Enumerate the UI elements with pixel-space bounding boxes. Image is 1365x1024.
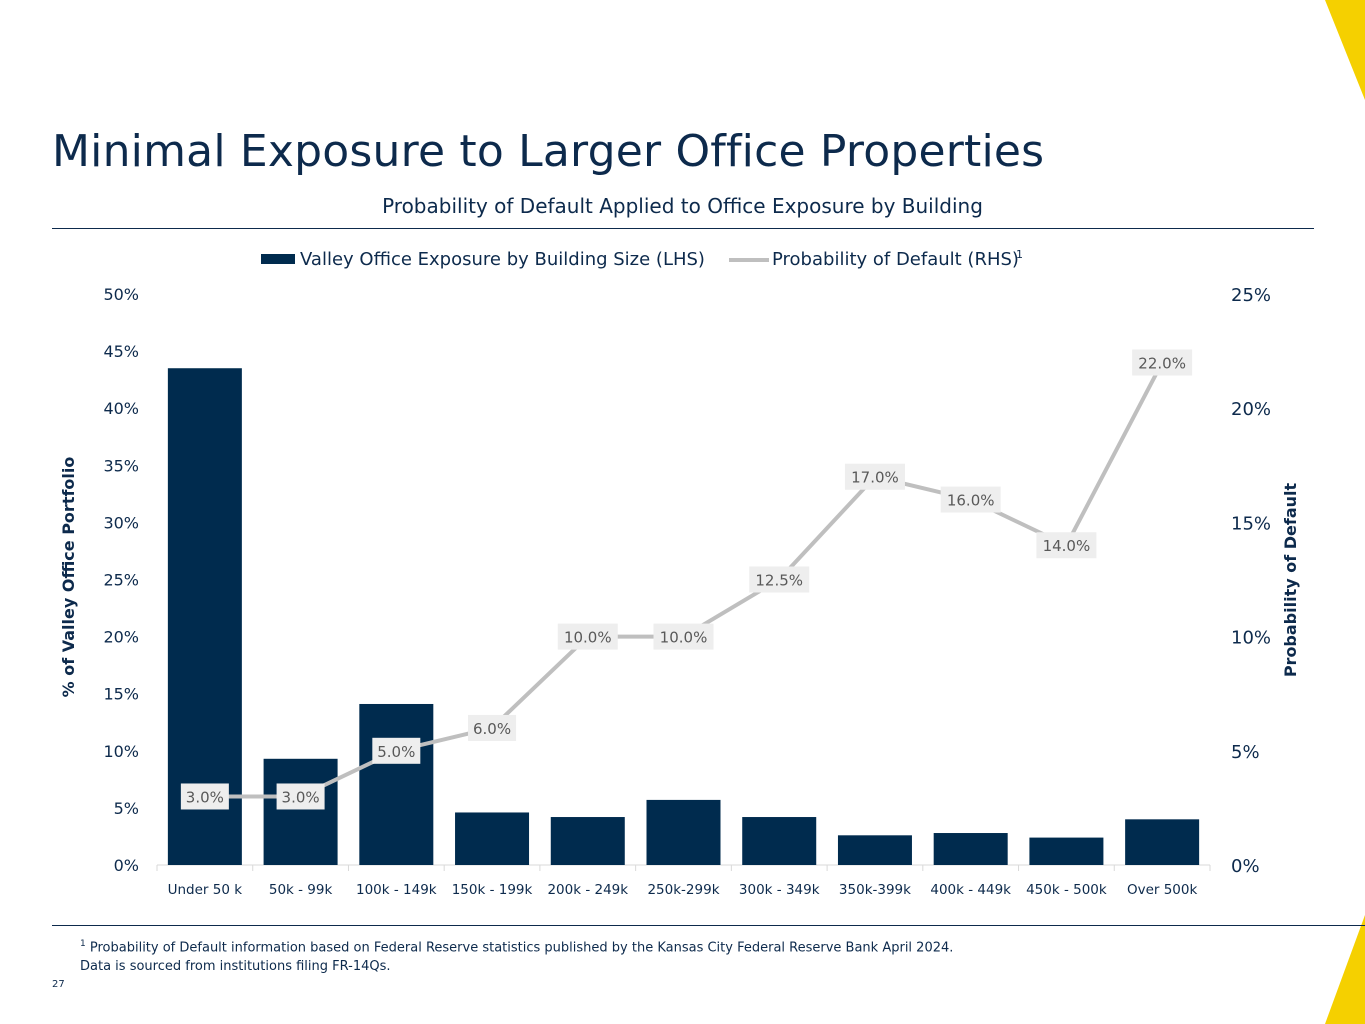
line-data-label: 10.0%: [653, 623, 714, 650]
y-axis-left-title: % of Valley Office Portfolio: [59, 457, 78, 698]
line-data-label: 3.0%: [276, 783, 325, 810]
y-left-tick-label: 15%: [103, 685, 139, 704]
line-data-label: 22.0%: [1132, 349, 1193, 376]
legend-label-line: Probability of Default (RHS): [772, 249, 1019, 270]
legend-footnote-marker: 1: [1016, 248, 1023, 261]
line-data-label: 12.5%: [749, 566, 810, 593]
y-left-tick-label: 5%: [114, 799, 139, 818]
legend-label-bar: Valley Office Exposure by Building Size …: [300, 249, 705, 270]
y-axis-right-ticks: 0% 5% 10% 15% 20% 25%: [1231, 285, 1271, 877]
x-axis: Under 50 k 50k - 99k 100k - 149k 150k - 199…: [156, 864, 1211, 898]
bar: [646, 799, 721, 865]
y-left-tick-label: 30%: [103, 513, 139, 532]
bar: [167, 368, 242, 865]
x-tick-label: 300k - 349k: [739, 882, 820, 898]
data-label-background: [180, 783, 229, 810]
data-label-background: [372, 737, 421, 764]
line-data-label: 16.0%: [940, 486, 1001, 513]
bar: [837, 835, 912, 865]
data-label-text: 22.0%: [1138, 355, 1186, 373]
y-left-tick-label: 35%: [103, 456, 139, 475]
data-label-text: 10.0%: [660, 629, 708, 647]
footer-divider: [52, 925, 1365, 926]
line-series: [204, 361, 1164, 799]
bar: [742, 817, 817, 865]
yellow-corner-shape-bottom: [1325, 915, 1365, 1024]
y-left-tick-label: 40%: [103, 399, 139, 418]
y-left-tick-label: 25%: [103, 571, 139, 590]
title-divider: [52, 228, 1314, 229]
y-right-tick-label: 5%: [1231, 742, 1260, 763]
bar: [359, 703, 434, 865]
footnote-line-2: Data is sourced from institutions filing…: [80, 959, 391, 975]
bar: [1125, 819, 1200, 865]
data-label-text: 16.0%: [947, 492, 995, 510]
bar: [933, 833, 1008, 865]
x-tick-label: 250k-299k: [647, 882, 719, 898]
x-tick-label: 400k - 449k: [930, 882, 1011, 898]
combo-chart: Valley Office Exposure by Building Size …: [59, 248, 1300, 898]
footnote-text-1: Probability of Default information based…: [89, 940, 954, 956]
data-label-background: [940, 486, 1001, 513]
x-tick-label: Under 50 k: [168, 882, 243, 898]
x-tick-label: 450k - 500k: [1026, 882, 1107, 898]
data-label-background: [653, 623, 714, 650]
data-label-background: [749, 566, 810, 593]
y-right-tick-label: 20%: [1231, 399, 1271, 420]
line-data-label: 10.0%: [557, 623, 618, 650]
y-right-tick-label: 15%: [1231, 513, 1271, 534]
data-label-text: 3.0%: [186, 788, 224, 806]
chart-title: Probability of Default Applied to Office…: [382, 194, 983, 218]
data-label-background: [557, 623, 618, 650]
chart-legend: Valley Office Exposure by Building Size …: [261, 248, 1023, 270]
data-label-text: 5.0%: [377, 743, 415, 761]
line-data-label: 14.0%: [1036, 532, 1097, 559]
footnote-line-1: 1 Probability of Default information bas…: [80, 935, 953, 957]
data-label-text: 6.0%: [473, 720, 511, 738]
page-title: Minimal Exposure to Larger Office Proper…: [52, 126, 1045, 177]
probability-of-default-line: [204, 361, 1164, 799]
legend-swatch-bar: [261, 254, 295, 264]
bar: [455, 812, 530, 865]
bar: [263, 758, 338, 865]
footnote-marker: 1: [80, 939, 86, 949]
data-label-background: [276, 783, 325, 810]
line-data-labels: 3.0% 3.0% 5.0% 6.0% 10.0% 10.0% 12.5% 17.0% 16.0…: [180, 349, 1193, 810]
y-left-tick-label: 50%: [103, 285, 139, 304]
y-right-tick-label: 25%: [1231, 285, 1271, 306]
data-label-text: 12.5%: [755, 572, 803, 590]
footnote: 1 Probability of Default information bas…: [80, 935, 953, 976]
line-data-label: 3.0%: [180, 783, 229, 810]
y-right-tick-label: 0%: [1231, 856, 1260, 877]
y-axis-left-ticks: 0% 5% 10% 15% 20% 25% 30% 35% 40% 45% 50%: [103, 285, 139, 875]
data-label-background: [468, 714, 517, 741]
y-right-tick-label: 10%: [1231, 628, 1271, 649]
x-tick-label: 50k - 99k: [269, 882, 333, 898]
data-label-background: [1036, 532, 1097, 559]
y-left-tick-label: 20%: [103, 628, 139, 647]
y-left-tick-label: 45%: [103, 342, 139, 361]
x-tick-label: Over 500k: [1127, 882, 1198, 898]
line-data-label: 6.0%: [468, 714, 517, 741]
data-label-background: [1132, 349, 1193, 376]
data-label-background: [844, 463, 905, 490]
bar: [1029, 837, 1104, 865]
y-axis-right-title: Probability of Default: [1281, 482, 1300, 677]
y-left-tick-label: 0%: [114, 856, 139, 875]
data-label-text: 17.0%: [851, 469, 899, 487]
data-label-text: 3.0%: [282, 788, 320, 806]
y-left-tick-label: 10%: [103, 742, 139, 761]
data-label-text: 14.0%: [1043, 537, 1091, 555]
page-number: 27: [52, 979, 65, 990]
x-tick-label: 350k-399k: [839, 882, 911, 898]
x-tick-label: 100k - 149k: [356, 882, 437, 898]
x-tick-label: 200k - 249k: [547, 882, 628, 898]
line-data-label: 17.0%: [844, 463, 905, 490]
x-tick-label: 150k - 199k: [452, 882, 533, 898]
bar-series: [167, 368, 1200, 865]
bar: [550, 817, 625, 865]
data-label-text: 10.0%: [564, 629, 612, 647]
line-data-label: 5.0%: [372, 737, 421, 764]
